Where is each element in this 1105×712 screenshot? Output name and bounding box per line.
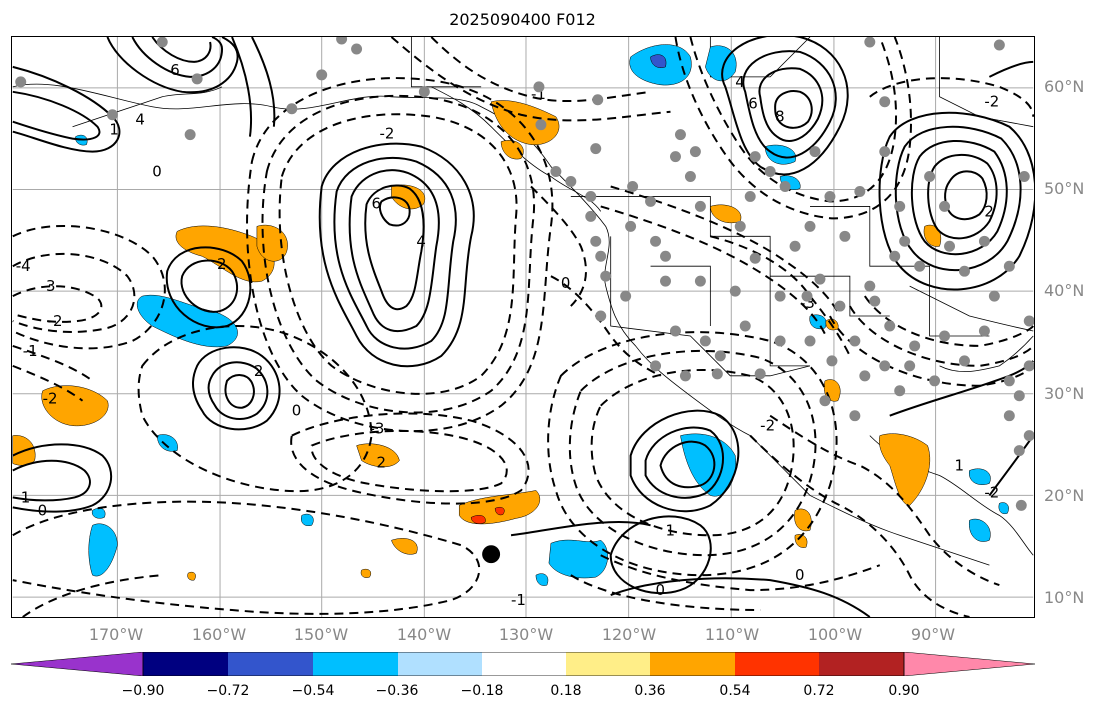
contour-label: 0	[292, 402, 302, 420]
weather-map: 6 4 2 1 0 -1 -2 -3 -4 6 4 2 0 8 6 4 2 -2…	[11, 36, 1035, 618]
colorbar-tick-label: −0.90	[121, 683, 165, 699]
contour-label: -2	[379, 125, 394, 143]
contour-label: 4	[416, 232, 426, 250]
colorbar-segment	[313, 652, 398, 676]
colorbar-tick-label: −0.18	[460, 683, 504, 699]
lon-label-170w: 170°W	[88, 625, 144, 644]
lon-label-130w: 130°W	[498, 625, 554, 644]
colorbar-segment	[819, 652, 904, 676]
contour-label: 4	[135, 111, 145, 129]
lat-label-40n: 40°N	[1044, 281, 1085, 300]
contour-label: -2	[984, 483, 999, 501]
contour-label: 1	[109, 121, 119, 139]
colorbar-tick-label: −0.36	[375, 683, 419, 699]
colorbar-segment	[482, 652, 566, 676]
contour-label: 1	[21, 488, 31, 506]
solid-contours	[12, 37, 1034, 617]
contour-label: 0	[795, 566, 805, 584]
colorbar-segment	[566, 652, 650, 676]
lon-label-100w: 100°W	[807, 625, 863, 644]
contour-label: 4	[735, 73, 745, 91]
colorbar-segment	[735, 652, 819, 676]
contour-label: 2	[984, 202, 994, 220]
colorbar-segment	[903, 652, 1035, 676]
lon-label-160w: 160°W	[191, 625, 247, 644]
colorbar-segment	[650, 652, 735, 676]
storm-center-marker	[482, 545, 501, 564]
contour-label: -2	[984, 93, 999, 111]
colorbar-tick-label: −0.72	[206, 683, 250, 699]
map-title: 2025090400 F012	[449, 10, 596, 29]
contour-label: 2	[217, 255, 227, 273]
contour-label: -4	[16, 257, 31, 275]
colorbar-segment	[11, 652, 144, 676]
lon-label-110w: 110°W	[704, 625, 760, 644]
contour-label: 2	[377, 454, 387, 472]
lat-label-20n: 20°N	[1044, 486, 1085, 505]
colorbar-segment	[398, 652, 482, 676]
contour-label: 0	[561, 274, 571, 292]
contour-label: 6	[372, 194, 382, 212]
contour-label: -2	[43, 390, 58, 408]
contour-label: 8	[775, 108, 785, 126]
lat-label-30n: 30°N	[1044, 384, 1085, 403]
lon-label-150w: 150°W	[293, 625, 349, 644]
station-dots	[15, 37, 1034, 511]
contour-label: -3	[41, 277, 56, 295]
colorbar-tick-label: 0.36	[634, 683, 666, 699]
colorbar-tick-label: −0.54	[291, 683, 335, 699]
lon-label-140w: 140°W	[396, 625, 452, 644]
colorbar-tick-label: 0.18	[550, 683, 582, 699]
contour-label: 0	[656, 581, 666, 599]
contour-label: -3	[370, 420, 385, 438]
colorbar	[11, 652, 1035, 676]
contour-label: 6	[748, 95, 758, 113]
contour-label: 6	[170, 61, 180, 79]
colorbar-segment	[228, 652, 313, 676]
contour-label: -2	[48, 312, 63, 330]
colorbar-tick-label: 0.90	[888, 683, 920, 699]
lon-label-90w: 90°W	[910, 625, 956, 644]
lat-label-50n: 50°N	[1044, 179, 1085, 198]
contour-label: 0	[152, 163, 162, 181]
colorbar-tick-label: 0.54	[719, 683, 751, 699]
lon-label-120w: 120°W	[601, 625, 657, 644]
contour-label: -1	[511, 591, 526, 609]
contour-label: -1	[23, 342, 38, 360]
lat-label-10n: 10°N	[1044, 588, 1085, 607]
dashed-contours	[12, 37, 1034, 617]
contour-label: 1	[666, 521, 676, 539]
colorbar-tick-label: 0.72	[803, 683, 835, 699]
contour-label: 1	[955, 457, 965, 475]
contour-label: -2	[760, 417, 775, 435]
colorbar-segment	[143, 652, 228, 676]
contour-label: 0	[38, 501, 48, 519]
contour-label: 2	[254, 362, 264, 380]
anomaly-fills	[12, 44, 1009, 586]
lat-label-60n: 60°N	[1044, 77, 1085, 96]
